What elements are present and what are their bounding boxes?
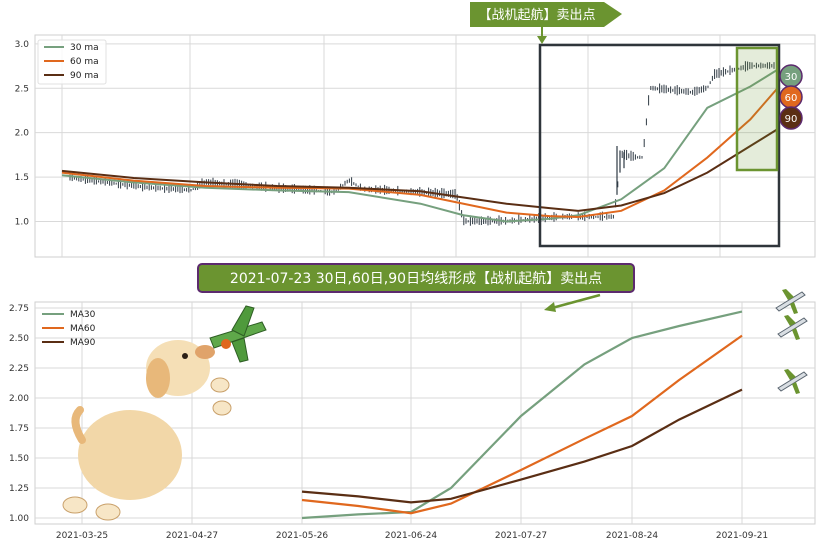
top-plot-area: [34, 34, 816, 258]
legend-label-90: 90 ma: [70, 71, 99, 81]
top-series-90-ma: [61, 127, 780, 212]
top-y-tick-label: 2.0: [15, 129, 30, 139]
top-callout: 【战机起航】卖出点: [470, 2, 622, 44]
jet-icon: [777, 369, 808, 394]
dog-paw-lower: [212, 400, 232, 416]
top-y-tick-label: 1.0: [15, 217, 30, 227]
top-callout-pointer-head: [537, 36, 547, 44]
bottom-x-ticks: 2021-03-25 2021-04-27 2021-05-26 2021-06-24…: [56, 531, 768, 541]
bottom-legend: MA30 MA60 MA90: [42, 310, 96, 348]
dog-hind-paw: [62, 496, 88, 514]
dog-body: [78, 410, 182, 500]
bottom-chart: 1.00 1.25 1.50 1.75 2.00 2.25 2.50 2.75 2021-03…: [9, 263, 816, 541]
bottom-callout-pointer: [551, 293, 601, 310]
bottom-y-tick-label: 1.50: [9, 454, 29, 464]
bottom-y-tick-label: 1.75: [9, 424, 29, 434]
bottom-x-tick-label: 2021-04-27: [166, 531, 218, 541]
top-y-tick-label: 1.5: [15, 173, 29, 183]
bottom-x-tick-label: 2021-07-27: [495, 531, 547, 541]
badge-90-label: 90: [785, 114, 798, 125]
bottom-x-tick-label: 2021-06-24: [385, 531, 438, 541]
signal-box: [735, 46, 779, 172]
bottom-lines: [301, 310, 743, 520]
bottom-y-tick-label: 2.50: [9, 334, 29, 344]
legend-label-30: 30 ma: [70, 43, 99, 53]
top-chart: 1.0 1.5 2.0 2.5 3.0 30 ma 60 ma 90 ma 30 60 …: [15, 2, 816, 258]
top-legend: 30 ma 60 ma 90 ma: [37, 39, 107, 85]
dog-ear: [146, 358, 170, 398]
bottom-x-tick-label: 2021-05-26: [276, 531, 329, 541]
dog-illustration: [62, 305, 267, 521]
dog-snout: [195, 345, 215, 359]
jet-icons: [775, 289, 808, 394]
bottom-x-tick-label: 2021-09-21: [716, 531, 768, 541]
bottom-y-tick-label: 2.75: [9, 304, 29, 314]
dog-paw-upper: [210, 377, 230, 393]
bottom-series-MA90: [301, 388, 743, 504]
bottom-x-tick-label: 2021-08-24: [606, 531, 659, 541]
top-legend-box: [37, 39, 107, 85]
ma-badges: 30 60 90: [779, 64, 803, 130]
top-callout-shape: [470, 2, 622, 27]
bottom-y-tick-label: 1.25: [9, 484, 29, 494]
bottom-callout-text: 2021-07-23 30日,60日,90日均线形成【战机起航】卖出点: [230, 271, 602, 287]
highlight-box: [538, 43, 781, 248]
legend-label-ma90: MA90: [70, 338, 96, 348]
bottom-series-MA60: [301, 334, 743, 515]
bottom-y-tick-label: 2.25: [9, 364, 29, 374]
jet-icon: [775, 289, 806, 314]
legend-label-60: 60 ma: [70, 57, 99, 67]
bottom-y-ticks: 1.00 1.25 1.50 1.75 2.00 2.25 2.50 2.75: [9, 304, 29, 524]
top-y-tick-label: 3.0: [15, 40, 30, 50]
badge-90: [779, 106, 803, 130]
top-lines: [61, 67, 780, 223]
top-series-60-ma: [61, 85, 780, 219]
toy-plane-wing-top: [231, 305, 255, 337]
top-series-30-ma: [61, 67, 780, 223]
top-y-ticks: 1.0 1.5 2.0 2.5 3.0: [15, 40, 30, 228]
bottom-callout: 2021-07-23 30日,60日,90日均线形成【战机起航】卖出点: [197, 263, 635, 312]
toy-plane-wing-bottom: [231, 337, 249, 363]
legend-label-ma60: MA60: [70, 324, 96, 334]
badge-30-label: 30: [785, 72, 798, 83]
dog-tail: [71, 406, 86, 444]
bottom-callout-pointer-head: [544, 302, 556, 312]
legend-label-ma30: MA30: [70, 310, 96, 320]
dog-hind-paw-2: [95, 503, 121, 521]
top-y-tick-label: 2.5: [15, 84, 29, 94]
bottom-callout-box: [197, 263, 635, 293]
toy-plane-propeller: [221, 339, 231, 349]
badge-60-label: 60: [785, 93, 798, 104]
top-callout-text: 【战机起航】卖出点: [478, 7, 595, 23]
bottom-series-MA30: [301, 310, 743, 520]
bottom-x-tick-label: 2021-03-25: [56, 531, 108, 541]
bottom-y-tick-label: 1.00: [9, 514, 29, 524]
dog-eye: [182, 353, 188, 359]
bottom-y-tick-label: 2.00: [9, 394, 29, 404]
jet-icon: [777, 315, 808, 340]
